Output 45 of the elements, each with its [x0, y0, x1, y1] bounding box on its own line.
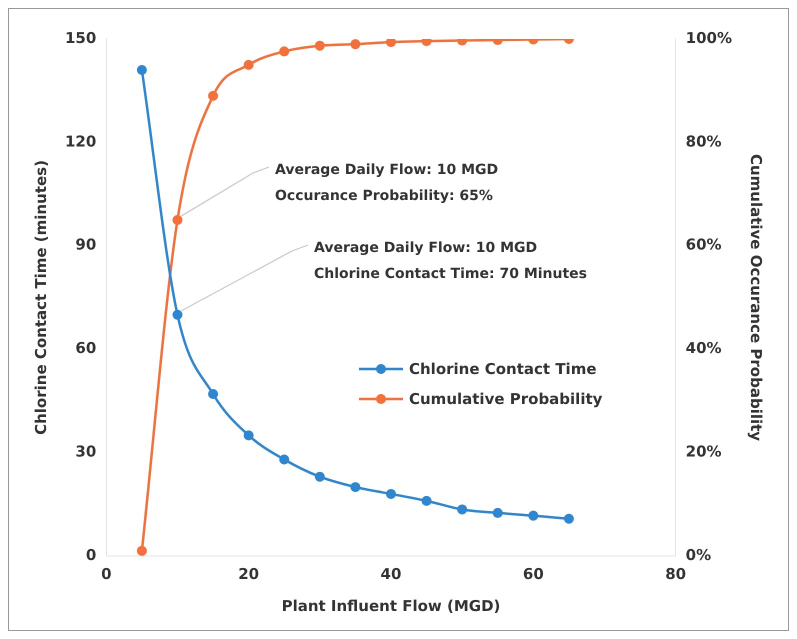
point [350, 39, 360, 50]
y-tick-label: 60 [75, 339, 96, 358]
point [136, 546, 147, 556]
legend-label: Chlorine Contact Time [409, 360, 596, 378]
x-tick-label: 80 [665, 564, 686, 583]
x-axis-title: Plant Influent Flow (MGD) [282, 596, 500, 615]
y2-tick-label: 40% [686, 339, 722, 358]
point [279, 454, 290, 464]
y-tick-label: 30 [75, 442, 96, 460]
point [386, 39, 396, 48]
point [457, 504, 468, 514]
y-axis-title: Chlorine Contact Time (minutes) [32, 160, 50, 435]
y2-tick-label: 80% [686, 132, 722, 150]
point [314, 472, 325, 482]
x-tick-label: 20 [238, 564, 260, 583]
point [208, 90, 218, 101]
y2-tick-label: 100% [686, 28, 732, 47]
x-tick-label: 0 [101, 564, 112, 583]
point [172, 214, 182, 225]
y2-tick-label: 20% [686, 442, 722, 460]
y2-tick-label: 0% [686, 546, 712, 564]
point [244, 60, 254, 70]
legend-label: Cumulative Probability [409, 390, 602, 408]
point [172, 310, 182, 320]
y-tick-label: 90 [75, 236, 96, 254]
point [279, 46, 290, 56]
point [136, 65, 147, 76]
point [386, 488, 396, 499]
y-tick-label: 120 [65, 132, 96, 150]
point [492, 508, 503, 518]
annotation: Average Daily Flow: 10 MGD Occurance Probability: 65% [275, 161, 498, 206]
x-tick-label: 40 [380, 564, 402, 583]
y-tick-label: 0 [86, 546, 96, 564]
point [208, 389, 218, 400]
point [350, 482, 360, 492]
point [528, 510, 538, 521]
y2-tick-label: 60% [686, 236, 722, 254]
x-tick-label: 60 [522, 564, 544, 583]
annotation: Average Daily Flow: 10 MGD Chlorine Contact Time: 70 Minutes [314, 239, 588, 284]
point [422, 496, 432, 506]
point [244, 430, 254, 440]
point [314, 40, 325, 51]
point [564, 514, 574, 524]
y-tick-label: 150 [65, 28, 96, 47]
y2-axis-title: Cumulative Occurance Probability [747, 154, 766, 442]
